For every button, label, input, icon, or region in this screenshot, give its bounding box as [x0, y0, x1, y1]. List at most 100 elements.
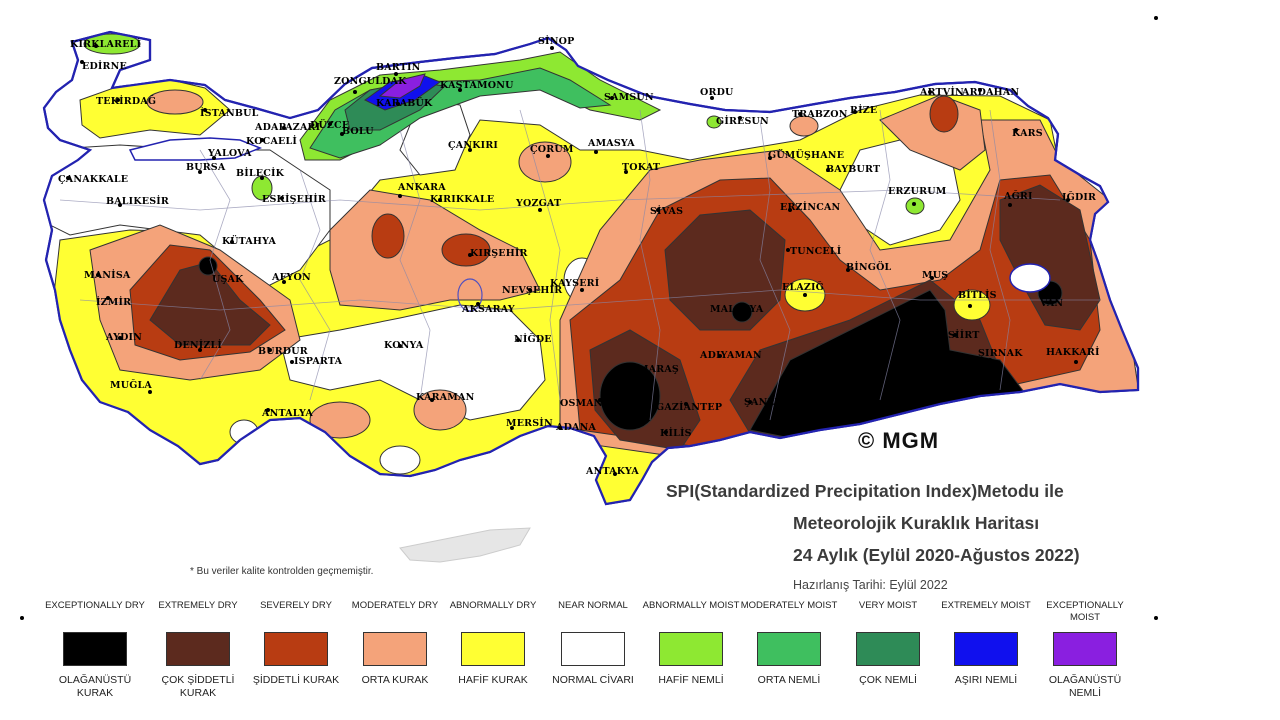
city-konya: KONYA [384, 340, 424, 351]
zone-moderately-dry-mersin-west [309, 401, 371, 439]
city-hatay: ANTAKYA [585, 466, 639, 477]
city-sakarya: ADAPAZARI [254, 122, 321, 133]
city-aksaray: AKSARAY [461, 304, 515, 315]
zone-near-normal-mersin [379, 445, 421, 475]
turkey-coastline [42, 30, 1140, 506]
zone-moderately-dry-tekirdag [146, 89, 204, 115]
city-usak: UŞAK [212, 274, 244, 285]
city-afyon: AFYON [271, 272, 311, 283]
city-ordu: ORDU [700, 87, 734, 98]
city-corum: ÇORUM [530, 144, 574, 155]
legend-item-exceptionally-dry: EXCEPTIONALLY DRY OLAĞANÜSTÜ KURAK [45, 600, 145, 700]
zone-severely-dry-kirsehir [441, 233, 491, 267]
zone-severely-dry-artvin [929, 95, 959, 133]
city-amasya: AMASYA [587, 138, 635, 149]
city-kastamonu: KASTAMONU [440, 80, 514, 91]
zone-exceptionally-dry-osmaniye [599, 361, 661, 431]
legend-en-label: NEAR NORMAL [558, 600, 628, 611]
city-labels: KIRKLARELİ EDİRNE TEKİRDAĞ İSTANBUL ÇANA… [58, 34, 1100, 477]
legend-item-abnormally-moist: ABNORMALLY MOIST HAFİF NEMLİ [641, 600, 741, 687]
zone-abnormally-moist-ordu [706, 115, 722, 129]
legend-tr-label: ÇOK ŞİDDETLİ KURAK [161, 674, 235, 699]
city-erzurum: ERZURUM [888, 186, 947, 197]
city-ardahan: ARDAHAN [961, 87, 1019, 98]
city-bilecik: BİLECİK [236, 166, 285, 179]
legend-en-label: VERY MOIST [858, 600, 918, 611]
legend-item-extremely-dry: EXTREMELY DRY ÇOK ŞİDDETLİ KURAK [148, 600, 248, 700]
legend-swatch [954, 632, 1018, 666]
corner-dot [20, 616, 24, 620]
zone-abnormally-moist-kirklareli [83, 33, 141, 55]
lake-van [1009, 263, 1051, 293]
city-erzincan: ERZİNCAN [780, 200, 841, 213]
city-trabzon: TRABZON [792, 109, 848, 120]
legend-tr-label: ORTA NEMLİ [757, 674, 821, 686]
legend-swatch [264, 632, 328, 666]
zone-extremely-dry-malatya [664, 209, 786, 331]
zone-severely-dry-ankara [371, 213, 405, 259]
city-siirt: SİİRT [948, 328, 980, 341]
legend-item-moderately-moist: MODERATELY MOIST ORTA NEMLİ [739, 600, 839, 687]
city-antalya: ANTALYA [261, 408, 313, 419]
legend-swatch [363, 632, 427, 666]
city-istanbul: İSTANBUL [200, 106, 259, 119]
legend-en-label: MODERATELY DRY [351, 600, 439, 611]
legend-tr-label: AŞIRI NEMLİ [954, 674, 1018, 686]
legend-en-label: ABNORMALLY MOIST [642, 600, 740, 611]
city-bursa: BURSA [186, 162, 226, 173]
city-bitlis: BİTLİS [958, 288, 997, 301]
city-manisa: MANİSA [84, 268, 131, 281]
city-tokat: TOKAT [622, 162, 660, 173]
legend-tr-label: NORMAL CİVARI [552, 674, 634, 686]
legend-item-severely-dry: SEVERELY DRY ŞİDDETLİ KURAK [246, 600, 346, 687]
corner-dot [1154, 616, 1158, 620]
city-nigde: NİĞDE [514, 332, 552, 345]
city-kirsehir: KIRŞEHİR [470, 246, 528, 259]
legend-swatch [659, 632, 723, 666]
city-ankara: ANKARA [397, 182, 446, 193]
legend-swatch [166, 632, 230, 666]
legend-swatch [461, 632, 525, 666]
city-edirne: EDİRNE [82, 59, 127, 72]
city-aydin: AYDIN [105, 332, 142, 343]
city-agri: AĞRI [1003, 190, 1033, 202]
city-malatya: MALATYA [710, 304, 764, 315]
legend-en-label: EXCEPTIONALLY DRY [45, 600, 145, 611]
zone-moderately-dry-trabzon [789, 115, 819, 137]
city-gumushane: GÜMÜŞHANE [768, 148, 844, 161]
city-sinop: SİNOP [538, 34, 574, 47]
city-canakkale: ÇANAKKALE [58, 174, 128, 185]
city-gaziantep: GAZİANTEP [656, 400, 722, 413]
province-borders [59, 109, 1100, 421]
legend-en-label: MODERATELY MOIST [740, 600, 838, 611]
city-van: VAN [1039, 298, 1063, 309]
city-sirnak: ŞIRNAK [978, 348, 1023, 359]
city-duzce: DÜZCE [310, 118, 349, 131]
zone-exceptionally-moist-bartin [378, 73, 426, 99]
zone-extremely-dry-aegean [149, 261, 271, 346]
legend-item-very-moist: VERY MOIST ÇOK NEMLİ [838, 600, 938, 687]
city-kayseri: KAYSERİ [550, 276, 600, 289]
legend-tr-label: HAFİF NEMLİ [658, 674, 724, 686]
city-karabuk: KARABÜK [376, 96, 433, 109]
city-kutahya: KÜTAHYA [222, 234, 276, 247]
zone-extremely-dry-agri [999, 184, 1101, 331]
legend-tr-label: OLAĞANÜSTÜ KURAK [58, 674, 132, 699]
city-isparta: ISPARTA [294, 356, 343, 367]
city-hakkari: HAKKARİ [1046, 345, 1100, 358]
city-kilis: KİLİS [660, 426, 692, 439]
zone-moderately-dry-rize [879, 94, 986, 171]
legend-tr-label: ÇOK NEMLİ [859, 674, 917, 686]
lake-tuz [457, 278, 483, 312]
city-bolu: BOLU [342, 126, 374, 137]
city-tunceli: TUNCELİ [790, 244, 842, 257]
city-mersin: MERSİN [506, 416, 553, 429]
city-denizli: DENİZLİ [174, 338, 222, 351]
city-bingol: BİNGÖL [846, 260, 892, 273]
city-igdir: IĞDIR [1062, 191, 1096, 203]
city-mus: MUŞ [922, 270, 948, 281]
legend-en-label: EXTREMELY DRY [158, 600, 238, 611]
legend-swatch [757, 632, 821, 666]
legend-tr-label: OLAĞANÜSTÜ NEMLİ [1048, 674, 1122, 699]
city-mugla: MUĞLA [110, 379, 152, 391]
